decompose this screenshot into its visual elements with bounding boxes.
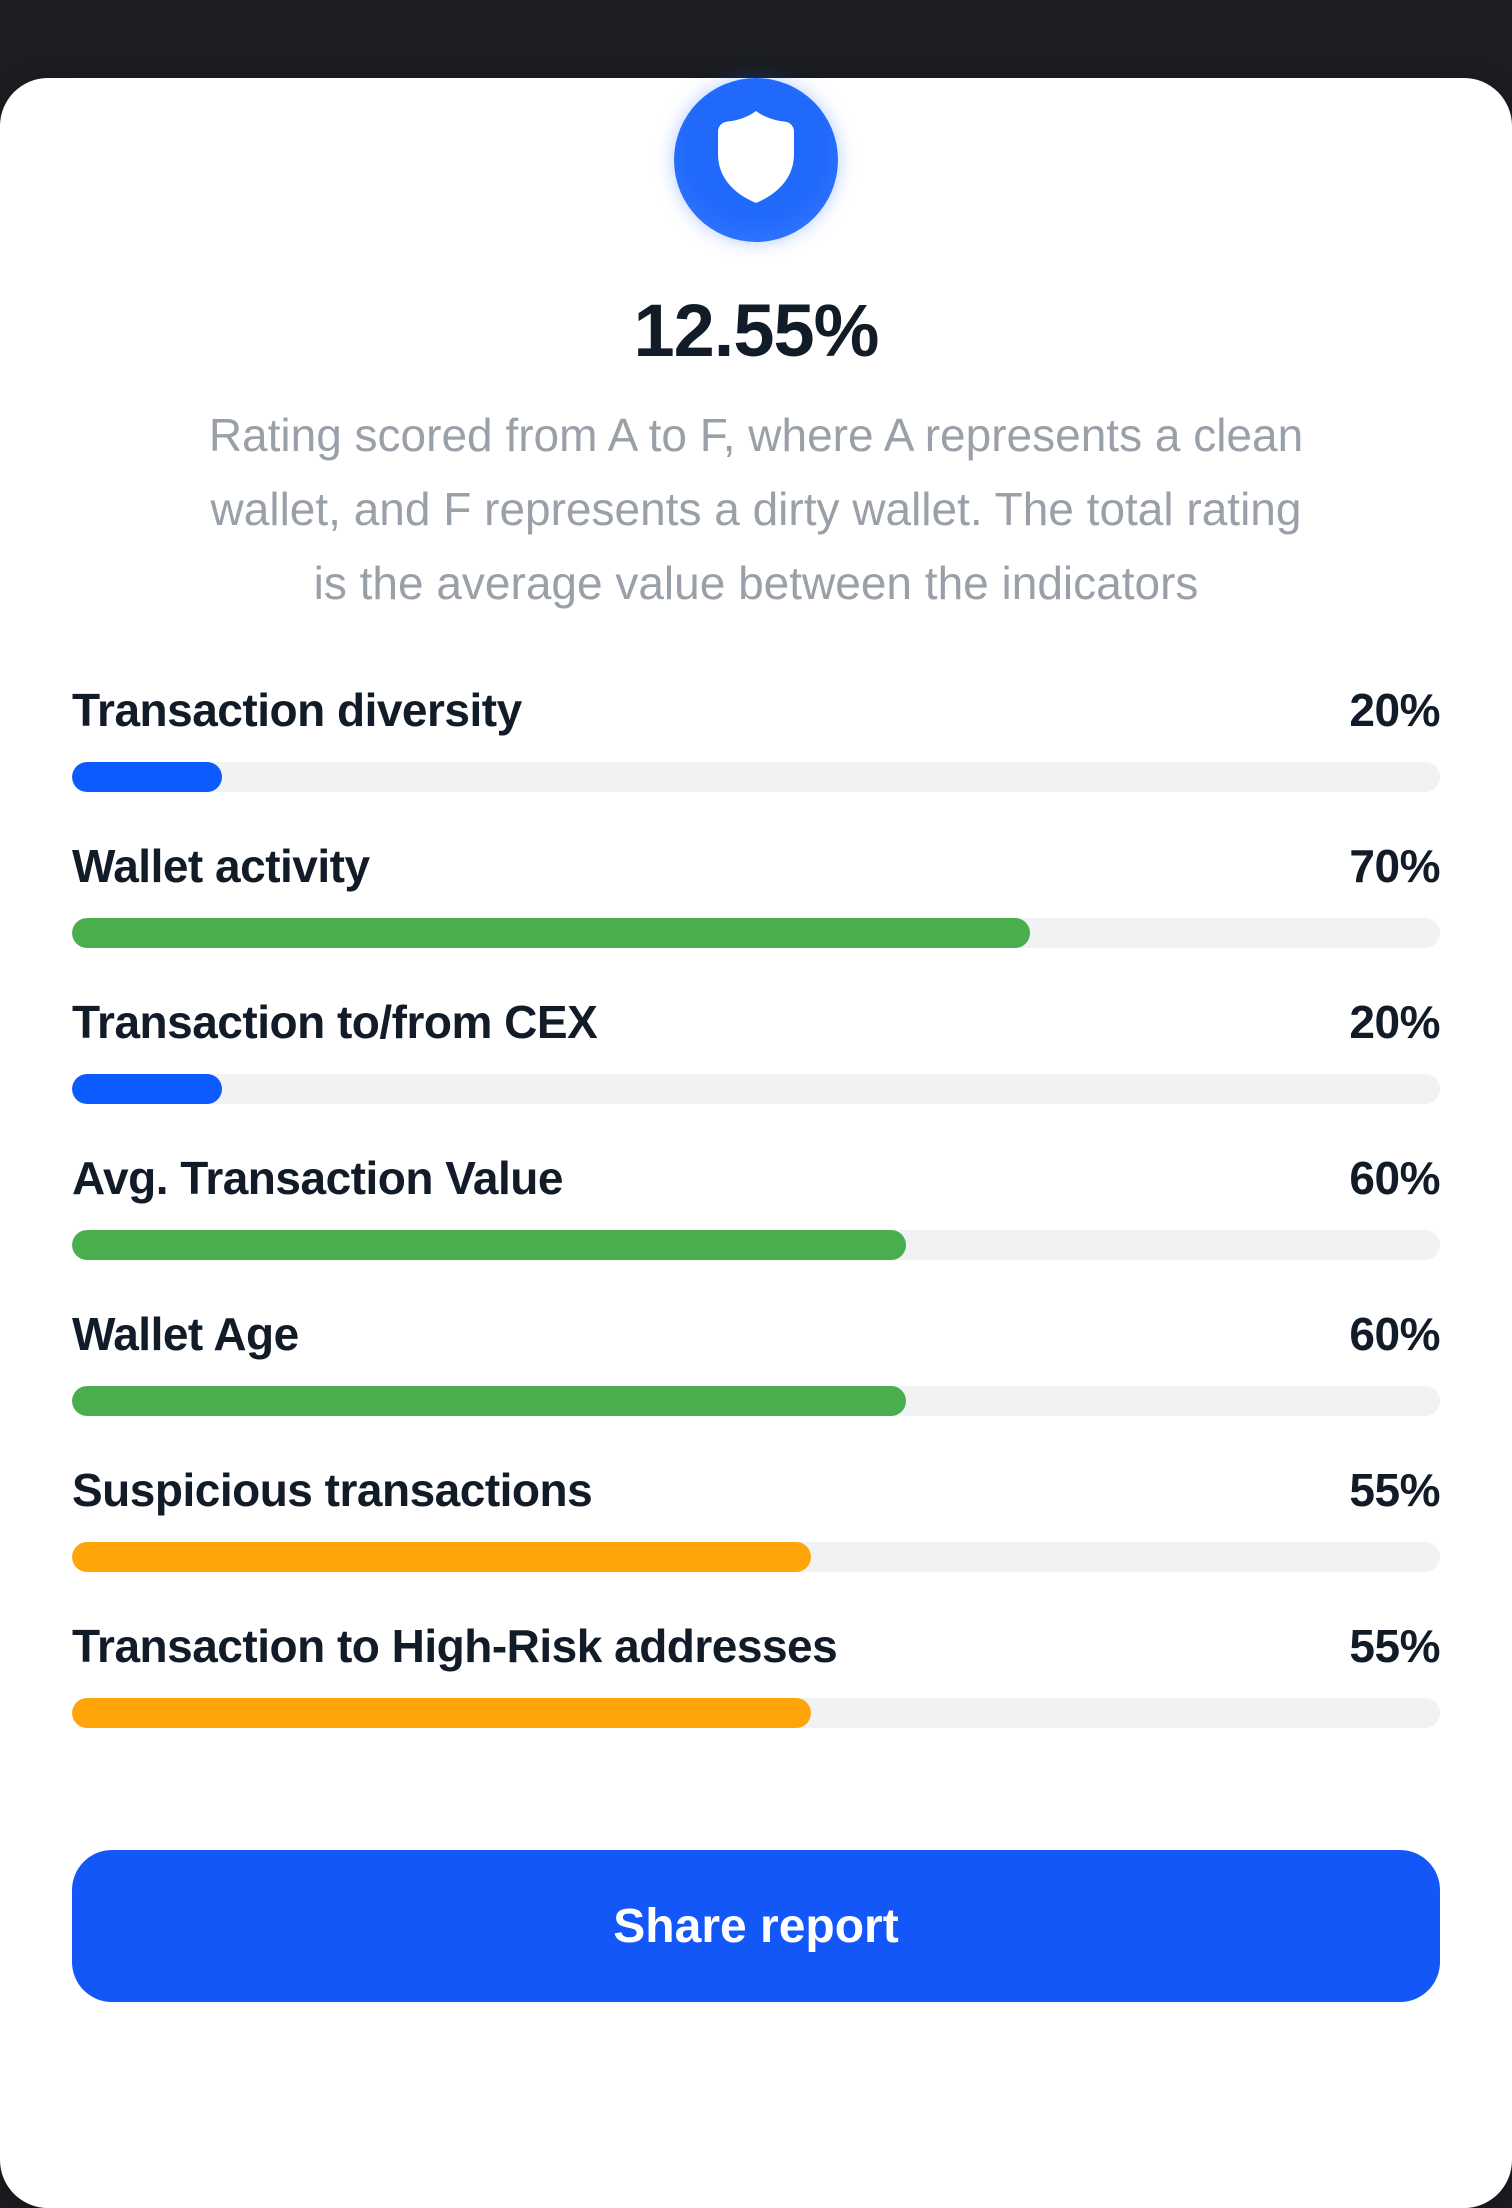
indicator-list: Transaction diversity 20% Wallet activit… xyxy=(72,686,1440,1728)
progress-track xyxy=(72,1074,1440,1104)
progress-fill xyxy=(72,1542,811,1572)
progress-fill xyxy=(72,1074,223,1104)
shield-badge xyxy=(674,78,838,242)
progress-track xyxy=(72,1386,1440,1416)
rating-description: Rating scored from A to F, where A repre… xyxy=(72,398,1440,620)
total-rating-score: 12.55% xyxy=(633,289,880,372)
indicator-label: Avg. Transaction Value xyxy=(72,1152,563,1204)
indicator-value: 60% xyxy=(1349,1308,1440,1360)
progress-track xyxy=(72,762,1440,792)
indicator-row-avg-transaction-value: Avg. Transaction Value 60% xyxy=(72,1154,1440,1260)
indicator-value: 70% xyxy=(1349,840,1440,892)
rating-description-line: Rating scored from A to F, where A repre… xyxy=(208,409,1304,461)
indicator-label: Transaction diversity xyxy=(72,684,522,736)
indicator-label: Wallet activity xyxy=(72,840,370,892)
progress-track xyxy=(72,1230,1440,1260)
progress-fill xyxy=(72,1230,907,1260)
indicator-value: 55% xyxy=(1349,1620,1440,1672)
indicator-row-wallet-activity: Wallet activity 70% xyxy=(72,842,1440,948)
progress-fill xyxy=(72,762,223,792)
progress-track xyxy=(72,918,1440,948)
progress-fill xyxy=(72,918,1030,948)
indicator-row-transaction-cex: Transaction to/from CEX 20% xyxy=(72,998,1440,1104)
share-report-button[interactable]: Share report xyxy=(72,1850,1440,2002)
indicator-value: 55% xyxy=(1349,1464,1440,1516)
indicator-label: Suspicious transactions xyxy=(72,1464,593,1516)
indicator-label: Transaction to High-Risk addresses xyxy=(72,1620,838,1672)
progress-track xyxy=(72,1698,1440,1728)
progress-track xyxy=(72,1542,1440,1572)
rating-description-line: is the average value between the indicat… xyxy=(313,557,1199,609)
indicator-row-high-risk-addresses: Transaction to High-Risk addresses 55% xyxy=(72,1622,1440,1728)
shield-icon xyxy=(715,111,797,205)
progress-fill xyxy=(72,1386,907,1416)
rating-description-line: wallet, and F represents a dirty wallet.… xyxy=(210,483,1302,535)
indicator-label: Wallet Age xyxy=(72,1308,299,1360)
progress-fill xyxy=(72,1698,811,1728)
indicator-label: Transaction to/from CEX xyxy=(72,996,598,1048)
indicator-row-transaction-diversity: Transaction diversity 20% xyxy=(72,686,1440,792)
indicator-value: 20% xyxy=(1349,996,1440,1048)
indicator-value: 60% xyxy=(1349,1152,1440,1204)
indicator-value: 20% xyxy=(1349,684,1440,736)
wallet-rating-card: 12.55% Rating scored from A to F, where … xyxy=(0,78,1512,2208)
indicator-row-suspicious-transactions: Suspicious transactions 55% xyxy=(72,1466,1440,1572)
indicator-row-wallet-age: Wallet Age 60% xyxy=(72,1310,1440,1416)
